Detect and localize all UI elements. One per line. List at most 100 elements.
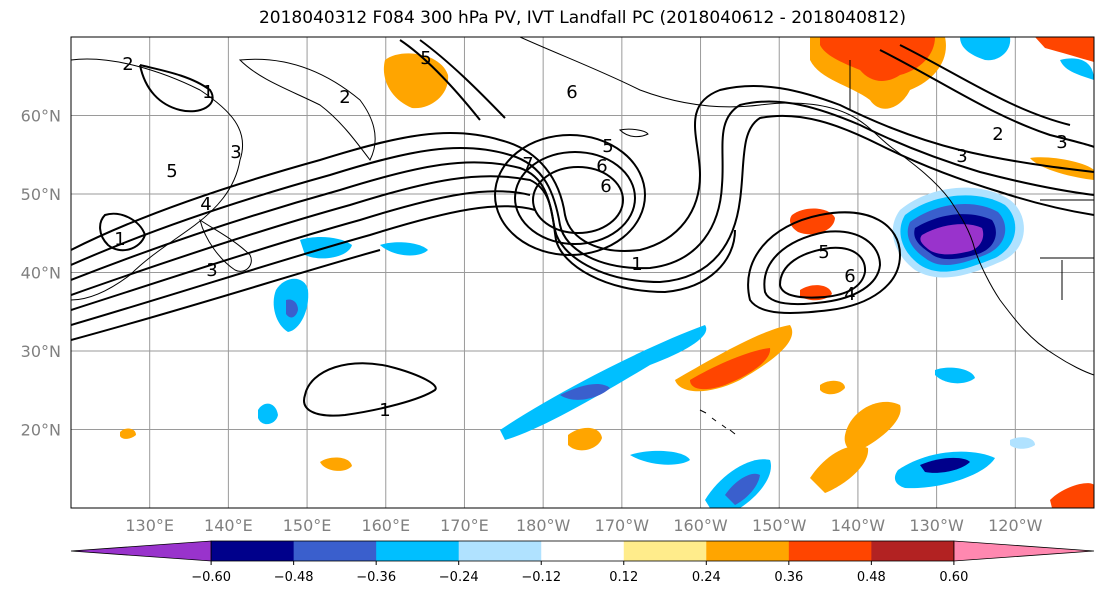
contour-label: 1 bbox=[379, 400, 390, 421]
latitude-label: 50°N bbox=[21, 185, 61, 204]
contour-label: 1 bbox=[631, 254, 642, 275]
japan-coastline bbox=[199, 218, 252, 272]
pv-contour-closed bbox=[514, 151, 636, 245]
positive-anomaly bbox=[120, 428, 136, 439]
colorbar-cell bbox=[458, 541, 542, 561]
negative-anomaly bbox=[560, 384, 610, 400]
contour-label: 6 bbox=[566, 82, 577, 103]
shaded-anomalies bbox=[120, 37, 1094, 508]
coastlines bbox=[71, 37, 1094, 435]
longitude-label: 130°E bbox=[125, 516, 174, 535]
longitude-label: 130°W bbox=[909, 516, 964, 535]
pv-contour-4 bbox=[71, 175, 736, 296]
negative-anomaly bbox=[500, 325, 707, 440]
negative-anomaly bbox=[1010, 437, 1035, 449]
positive-anomaly bbox=[568, 427, 602, 451]
island-coastline bbox=[618, 128, 649, 138]
contour-label: 3 bbox=[206, 260, 217, 281]
graticule bbox=[71, 37, 1094, 508]
contour-label: 4 bbox=[200, 194, 211, 215]
positive-anomaly bbox=[810, 445, 869, 493]
colorbar-tick-label: −0.24 bbox=[439, 570, 479, 585]
contour-label: 3 bbox=[956, 146, 967, 167]
contour-label: 4 bbox=[844, 284, 855, 305]
negative-anomaly bbox=[258, 403, 278, 425]
negative-anomaly bbox=[920, 224, 984, 255]
colorbar-tick-label: −0.60 bbox=[191, 570, 231, 585]
positive-anomaly bbox=[844, 401, 901, 452]
longitude-label: 140°E bbox=[204, 516, 253, 535]
longitude-label: 160°W bbox=[673, 516, 728, 535]
negative-anomaly bbox=[920, 457, 970, 473]
contour-label: 6 bbox=[844, 266, 855, 287]
pv-contour-closed bbox=[763, 230, 882, 306]
colorbar-cells bbox=[70, 540, 1095, 562]
contour-label: 2 bbox=[339, 87, 350, 108]
colorbar-cell bbox=[623, 541, 707, 561]
pv-contour-closed bbox=[139, 64, 214, 113]
latitude-label: 30°N bbox=[21, 342, 61, 361]
colorbar-cell bbox=[871, 541, 955, 561]
contour-label: 6 bbox=[596, 156, 607, 177]
longitude-label: 150°W bbox=[752, 516, 807, 535]
contour-label: 7 bbox=[522, 154, 533, 175]
pv-contour-3 bbox=[71, 114, 1094, 284]
colorbar-tick-label: 0.60 bbox=[939, 570, 968, 585]
colorbar: −0.60 −0.48 −0.36 −0.24 −0.12 0.12 0.24 0.36 0.4… bbox=[70, 540, 1095, 585]
north-america-coastline bbox=[519, 37, 1094, 376]
colorbar-tick-label: −0.36 bbox=[356, 570, 396, 585]
map-panel: 2 1 2 5 6 3 5 4 1 3 7 6 6 5 1 5 6 4 2 3 … bbox=[70, 36, 1095, 509]
map-frame bbox=[70, 36, 1095, 509]
pv-contour-closed bbox=[747, 211, 902, 314]
colorbar-cell bbox=[376, 541, 460, 561]
negative-anomaly bbox=[1060, 58, 1094, 80]
colorbar-cell bbox=[788, 541, 872, 561]
contour-label: 2 bbox=[992, 124, 1003, 145]
longitude-label: 140°W bbox=[831, 516, 886, 535]
colorbar-tick-label: 0.12 bbox=[609, 570, 638, 585]
pv-contour-5 bbox=[71, 190, 531, 311]
pv-contour-closed bbox=[532, 166, 624, 234]
longitude-labels: 130°E 140°E 150°E 160°E 170°E 180°W 170°W 160°W… bbox=[125, 516, 1042, 535]
kamchatka-coastline bbox=[238, 58, 376, 161]
pv-contour-1 bbox=[71, 85, 1094, 252]
colorbar-tick-label: 0.36 bbox=[774, 570, 803, 585]
negative-anomaly bbox=[725, 473, 760, 505]
contour-label: 5 bbox=[602, 136, 613, 157]
contour-labels: 2 1 2 5 6 3 5 4 1 3 7 6 6 5 1 5 6 4 2 3 … bbox=[114, 48, 1067, 421]
longitude-label: 120°W bbox=[988, 516, 1043, 535]
negative-anomaly bbox=[960, 37, 1011, 61]
contour-label: 3 bbox=[1056, 132, 1067, 153]
pv-contour-7 bbox=[71, 249, 381, 341]
contour-label: 3 bbox=[230, 142, 241, 163]
positive-anomaly bbox=[1035, 37, 1094, 62]
colorbar-outline bbox=[210, 540, 955, 562]
colorbar-cell bbox=[541, 541, 625, 561]
colorbar-cell bbox=[293, 541, 377, 561]
colorbar-cell bbox=[211, 541, 295, 561]
colorbar-cell bbox=[706, 541, 790, 561]
longitude-label: 150°E bbox=[283, 516, 332, 535]
pv-contour-closed bbox=[494, 134, 646, 256]
contour-label: 5 bbox=[818, 242, 829, 263]
pv-contour-6 bbox=[71, 205, 536, 326]
contour-label: 6 bbox=[600, 176, 611, 197]
pv-contour-2 bbox=[71, 100, 1094, 270]
longitude-label: 160°E bbox=[361, 516, 410, 535]
colorbar-tick-label: −0.12 bbox=[521, 570, 561, 585]
political-boundaries bbox=[849, 60, 1094, 300]
positive-anomaly bbox=[820, 380, 845, 395]
negative-anomaly bbox=[286, 299, 298, 318]
latitude-label: 40°N bbox=[21, 264, 61, 283]
colorbar-extend-low bbox=[70, 540, 212, 562]
colorbar-extend-high bbox=[953, 540, 1095, 562]
positive-anomaly bbox=[1050, 483, 1094, 508]
colorbar-tick-label: −0.48 bbox=[274, 570, 314, 585]
contour-label: 1 bbox=[114, 229, 125, 250]
map-title: 2018040312 F084 300 hPa PV, IVT Landfall… bbox=[258, 8, 906, 28]
pv-contour-closed bbox=[303, 362, 437, 417]
longitude-label: 170°E bbox=[440, 516, 489, 535]
longitude-label: 180°W bbox=[516, 516, 571, 535]
negative-anomaly bbox=[380, 242, 428, 256]
